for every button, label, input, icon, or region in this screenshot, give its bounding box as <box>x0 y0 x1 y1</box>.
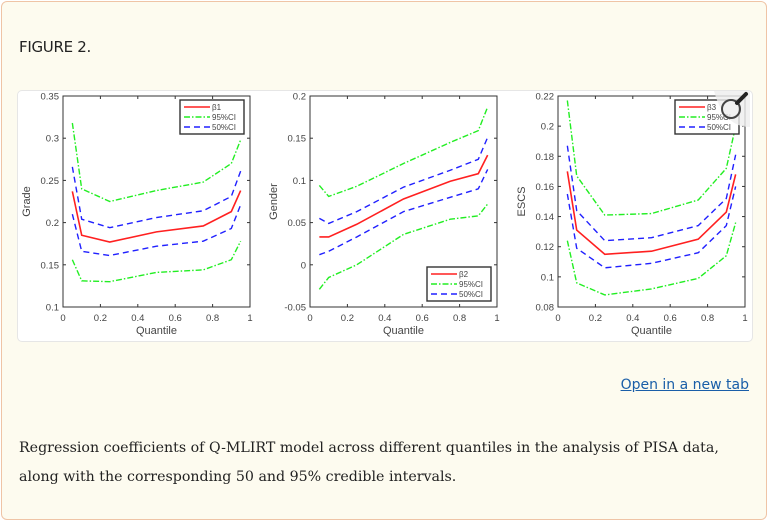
legend-label: 50%CI <box>212 123 236 132</box>
series-line-ci95 <box>318 106 489 198</box>
y-tick-label: 0.12 <box>536 242 555 253</box>
figure-caption: Regression coefficients of Q-MLIRT model… <box>19 440 719 485</box>
x-tick-label: 0.8 <box>206 313 219 324</box>
x-tick-label: 0 <box>307 313 312 324</box>
chart-panel-1: 0 0.2 0.4 0.6 0.8 1 0.1 0.15 0.2 0.25 0.3 0.35 Quant… <box>21 92 253 338</box>
series-line-estimate <box>71 190 242 243</box>
x-tick-label: 1 <box>742 313 747 324</box>
x-tick-label: 0 <box>60 313 65 324</box>
y-tick-label: 0.1 <box>46 303 59 314</box>
y-tick-label: 0.1 <box>541 272 554 283</box>
figure-image[interactable]: 0 0.2 0.4 0.6 0.8 1 0.1 0.15 0.2 0.25 0.3 0.35 Quant… <box>17 90 753 342</box>
y-tick-label: 0.05 <box>288 218 307 229</box>
chart-panel-2: 0 0.2 0.4 0.6 0.8 1-0.0500.050.10.150.2Quanti… <box>268 92 500 338</box>
legend-label: 95%CI <box>707 113 731 122</box>
magnifier-icon[interactable] <box>714 91 750 127</box>
y-tick-label: 0.16 <box>536 182 555 193</box>
y-tick-label: 0.15 <box>41 260 60 271</box>
y-tick-label: 0.3 <box>46 134 59 145</box>
series-line-ci50 <box>566 145 737 242</box>
legend-box <box>179 99 245 135</box>
legend-label: β3 <box>707 103 717 112</box>
x-tick-label: 1 <box>494 313 499 324</box>
x-axis-label: Quantile <box>136 325 177 337</box>
figure-title: FIGURE 2. <box>19 38 91 56</box>
legend-label: β2 <box>459 270 469 279</box>
y-tick-label: 0.18 <box>536 152 555 163</box>
series-line-ci95 <box>566 222 737 296</box>
x-tick-label: 0.4 <box>131 313 144 324</box>
series-line-ci50 <box>71 166 242 229</box>
series-line-ci95 <box>71 122 242 203</box>
y-tick-label: -0.05 <box>284 303 306 314</box>
series-line-ci95 <box>318 203 489 290</box>
x-tick-label: 0.4 <box>626 313 639 324</box>
open-in-new-tab-link[interactable]: Open in a new tab <box>620 377 749 393</box>
y-tick-label: 0 <box>301 260 306 271</box>
y-axis-label: Gender <box>268 183 280 220</box>
series-line-ci50 <box>71 204 242 257</box>
y-tick-label: 0.2 <box>293 92 306 103</box>
legend-label: 95%CI <box>212 113 236 122</box>
series-line-ci50 <box>319 137 489 225</box>
x-tick-label: 0 <box>555 313 560 324</box>
x-tick-label: 0.6 <box>664 313 677 324</box>
series-line-estimate <box>566 171 737 256</box>
legend-label: 50%CI <box>459 290 483 299</box>
y-axis-label: Grade <box>21 186 33 217</box>
charts-svg: 0 0.2 0.4 0.6 0.8 1 0.1 0.15 0.2 0.25 0.3 0.35 Quant… <box>21 92 748 338</box>
y-tick-label: 0.14 <box>536 212 555 223</box>
x-tick-label: 0.8 <box>453 313 466 324</box>
series-line-ci95 <box>71 240 242 283</box>
series-line-ci50 <box>319 169 489 256</box>
y-tick-label: 0.22 <box>536 92 555 103</box>
x-tick-label: 0.2 <box>589 313 602 324</box>
series-line-estimate <box>319 154 489 238</box>
legend-label: β1 <box>212 103 222 112</box>
x-tick-label: 0.6 <box>416 313 429 324</box>
x-tick-label: 1 <box>247 313 252 324</box>
x-tick-label: 0.8 <box>701 313 714 324</box>
x-tick-label: 0.2 <box>341 313 354 324</box>
y-axis-label: ESCS <box>516 187 528 217</box>
legend-label: 50%CI <box>707 123 731 132</box>
series-line-ci50 <box>566 186 737 269</box>
y-tick-label: 0.1 <box>293 176 306 187</box>
y-tick-label: 0.25 <box>41 176 60 187</box>
x-axis-label: Quantile <box>383 325 424 337</box>
y-tick-label: 0.08 <box>536 303 555 314</box>
y-tick-label: 0.35 <box>41 92 60 103</box>
legend-label: 95%CI <box>459 280 483 289</box>
y-tick-label: 0.2 <box>46 218 59 229</box>
chart-panel-3: 0 0.2 0.4 0.6 0.8 1 0.08 0.1 0.12 0.14 0.16 0.18 0.2… <box>516 92 748 338</box>
y-tick-label: 0.15 <box>288 134 307 145</box>
series-line-ci95 <box>566 100 737 216</box>
x-tick-label: 0.2 <box>94 313 107 324</box>
x-axis-label: Quantile <box>631 325 672 337</box>
x-tick-label: 0.6 <box>169 313 182 324</box>
x-tick-label: 0.4 <box>378 313 391 324</box>
y-tick-label: 0.2 <box>541 122 554 133</box>
legend-box <box>426 266 492 302</box>
